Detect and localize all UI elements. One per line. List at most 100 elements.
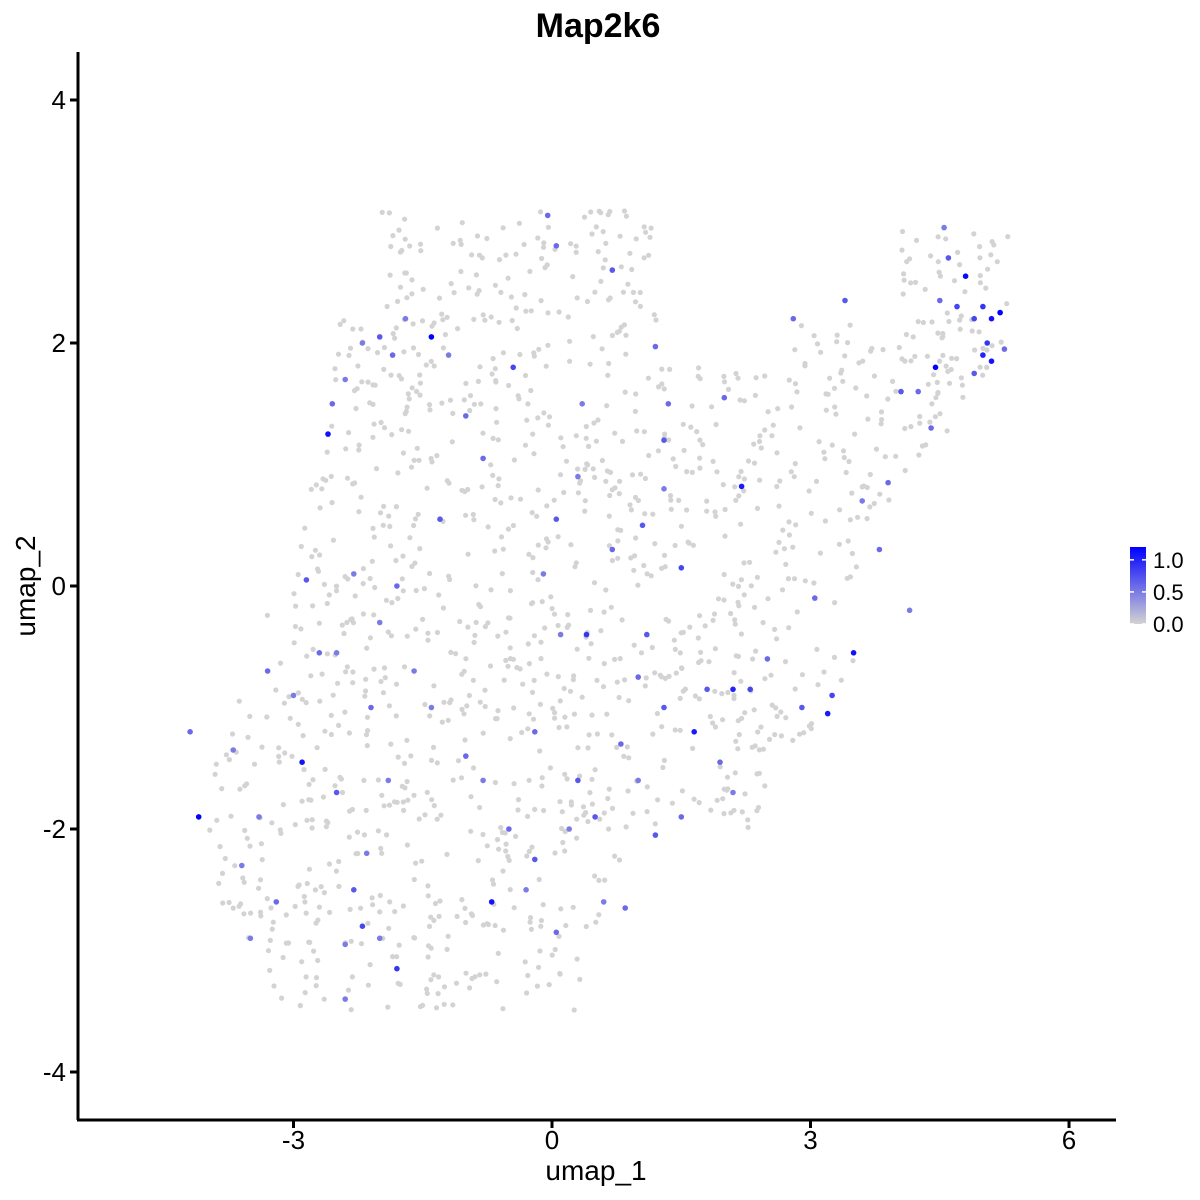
cell-point [323, 477, 329, 483]
expressing-cell-point [463, 413, 469, 419]
cell-point [971, 231, 977, 237]
cell-point [630, 810, 636, 816]
cell-point [321, 996, 327, 1002]
expressing-cell-point [394, 583, 400, 589]
cell-point [525, 726, 531, 732]
expressing-cell-point [488, 899, 495, 905]
cell-point [946, 380, 953, 386]
cell-point [439, 311, 445, 317]
cell-point [427, 570, 433, 577]
cell-point [589, 801, 596, 807]
cell-point [490, 881, 497, 887]
cell-point [388, 543, 394, 549]
cell-point [230, 905, 236, 911]
cell-point [289, 753, 295, 759]
cell-point [616, 694, 622, 701]
cell-point [513, 305, 519, 311]
cell-point [455, 326, 461, 332]
cell-point [280, 802, 286, 808]
cell-point [907, 256, 913, 262]
cell-point [425, 630, 431, 636]
cell-point [783, 561, 789, 568]
cell-point [384, 303, 390, 310]
cell-point [381, 665, 388, 671]
cell-point [574, 816, 580, 822]
cell-point [505, 615, 512, 621]
cell-point [794, 389, 800, 395]
cell-point [579, 694, 585, 700]
cell-point [341, 630, 347, 637]
cell-point [586, 732, 592, 738]
cell-point [696, 800, 702, 806]
expressing-cell-point [622, 905, 628, 911]
cell-point [669, 800, 676, 806]
expressing-cell-point [359, 923, 366, 929]
cell-point [381, 366, 387, 372]
cell-point [371, 666, 377, 672]
cell-point [400, 903, 406, 909]
cell-point [346, 730, 352, 736]
background-points [207, 208, 1011, 1013]
cell-point [247, 713, 253, 720]
cell-point [363, 732, 370, 738]
cell-point [597, 816, 603, 822]
cell-point [304, 817, 310, 823]
cell-point [419, 318, 426, 324]
cell-point [681, 447, 687, 453]
cell-point [834, 332, 840, 338]
expressing-cell-point [195, 814, 202, 820]
expressing-cell-point [575, 473, 581, 480]
expressing-cell-point [480, 777, 486, 784]
cell-point [644, 784, 650, 790]
cell-point [557, 799, 563, 805]
cell-point [342, 709, 348, 715]
cell-point [412, 560, 418, 566]
cell-point [587, 607, 594, 614]
cell-point [717, 764, 723, 770]
cell-point [738, 631, 745, 637]
cell-point [412, 516, 419, 522]
cell-point [755, 729, 761, 735]
cell-point [515, 807, 521, 813]
cell-point [467, 985, 473, 991]
cell-point [431, 363, 437, 369]
expressing-cell-point [906, 607, 913, 614]
cell-point [563, 458, 570, 464]
cell-point [485, 620, 491, 626]
cell-point [278, 830, 284, 837]
cell-point [773, 549, 779, 555]
cell-point [741, 560, 747, 566]
cell-point [490, 356, 496, 362]
cell-point [411, 522, 417, 529]
cell-point [281, 700, 287, 706]
cell-point [416, 457, 422, 463]
cell-point [951, 278, 958, 284]
cell-point [677, 695, 683, 702]
cell-point [612, 853, 618, 859]
cell-point [732, 617, 738, 623]
cell-point [315, 568, 322, 574]
cell-point [741, 592, 747, 598]
cell-point [436, 974, 442, 980]
cell-point [607, 208, 613, 215]
cell-point [531, 451, 537, 457]
cell-point [783, 715, 789, 721]
expressing-cell-point [428, 334, 435, 340]
cell-point [457, 618, 463, 625]
cell-point [404, 633, 410, 639]
cell-point [507, 645, 513, 651]
expressing-cell-point [264, 668, 271, 674]
cell-point [612, 430, 618, 436]
expressing-cell-point [730, 789, 736, 796]
expressing-cell-point [747, 686, 753, 693]
expressing-cell-point [402, 315, 409, 322]
cell-point [893, 388, 899, 394]
cell-point [450, 1002, 456, 1008]
expressing-cell-point [363, 850, 370, 857]
expressing-cell-point [829, 692, 835, 699]
cell-point [873, 446, 880, 452]
expressing-cell-point [540, 571, 547, 577]
cell-point [535, 415, 541, 421]
cell-point [935, 389, 941, 396]
cell-point [738, 577, 745, 583]
